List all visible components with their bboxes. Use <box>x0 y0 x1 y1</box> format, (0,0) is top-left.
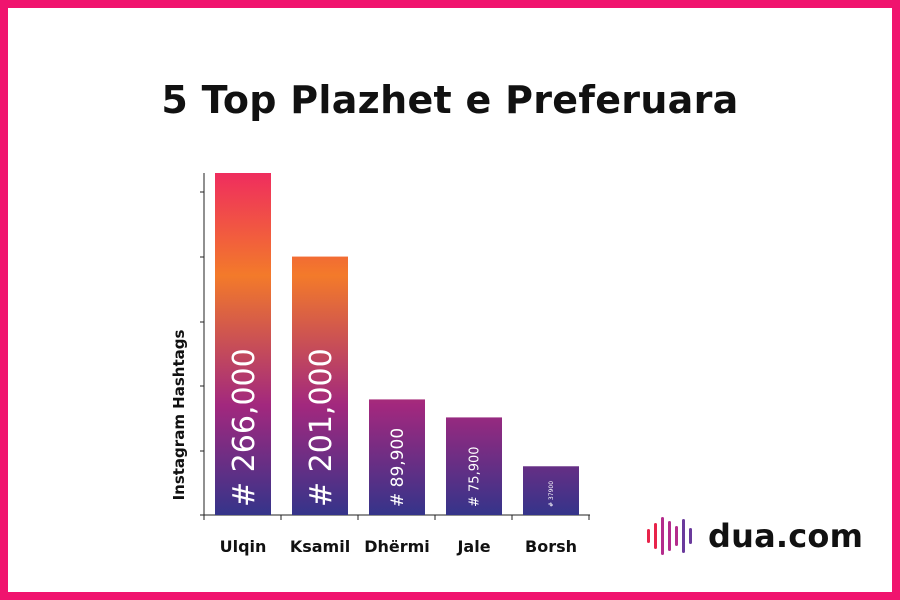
x-tick-label: Ulqin <box>220 537 267 556</box>
logo-wave-bar <box>654 523 657 549</box>
bar-value-label: # 89,900 <box>388 428 408 507</box>
logo-wave-bar <box>647 529 650 543</box>
logo-wordmark: dua.com <box>708 517 864 555</box>
logo-wave-bar <box>668 521 671 551</box>
chart-bars <box>215 173 579 515</box>
bar-ksamil <box>292 256 348 515</box>
soundwave-logo-icon <box>647 517 692 555</box>
y-axis-label: Instagram Hashtags <box>170 330 188 501</box>
x-tick-label: Dhërmi <box>364 537 430 556</box>
bar-dhërmi <box>369 399 425 515</box>
logo-wave-bar <box>689 528 692 544</box>
bar-value-label: # 266,000 <box>227 348 262 507</box>
dua-logo: dua.com <box>644 514 863 558</box>
x-tick-label: Borsh <box>525 537 577 556</box>
chart-labels: # 266,000 Ulqin # 201,000 Ksamil # 89,900 Dhë… <box>220 348 577 556</box>
logo-wave-bar <box>661 517 664 555</box>
x-tick-label: Ksamil <box>290 537 350 556</box>
bar-value-label: # 37900 <box>548 481 555 507</box>
logo-wave-bar <box>675 526 678 546</box>
bar-value-label: # 201,000 <box>304 348 339 507</box>
logo-wave-bar <box>682 519 685 553</box>
chart-title: 5 Top Plazhet e Preferuara <box>161 78 739 122</box>
bar-borsh <box>523 466 579 515</box>
bar-ulqin <box>215 173 271 515</box>
bar-value-label: # 75,900 <box>468 446 483 507</box>
x-tick-label: Jale <box>456 537 490 556</box>
bar-jale <box>446 417 502 515</box>
